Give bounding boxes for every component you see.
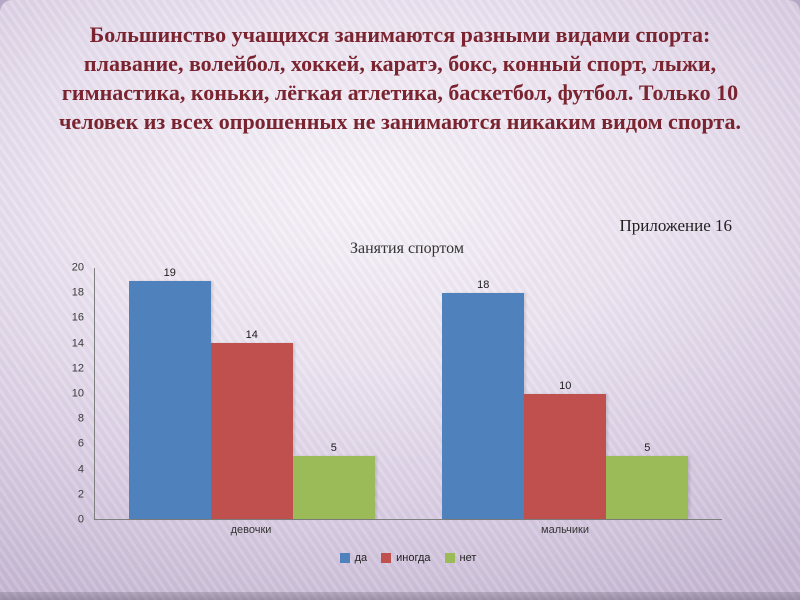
legend-swatch [339,553,350,563]
chart-legend: да иногда нет [94,552,722,564]
y-tick-label: 6 [77,437,84,450]
bar-group-мальчики: 18 10 5 [409,268,723,519]
legend-swatch [381,553,392,563]
y-tick-label: 14 [71,337,84,350]
appendix-label: Приложение 16 [619,216,733,235]
y-axis: 0 2 4 6 8 10 12 14 16 18 20 [62,262,90,525]
bar-rect [524,393,607,519]
chart-title: Занятия спортом [349,240,464,257]
plot-area: 19 14 5 18 10 5 [94,268,722,520]
legend-item-нет: нет [444,552,477,564]
bar-да-мальчики: 18 [442,268,525,519]
y-tick-label: 4 [77,463,84,476]
legend-label: иногда [396,552,431,564]
plot-wrap: 0 2 4 6 8 10 12 14 16 18 20 19 14 5 18 10 5 [72,262,722,525]
bar-иногда-мальчики: 10 [524,268,607,519]
legend-label: нет [459,552,477,564]
y-tick-label: 2 [77,488,84,501]
x-category-label: девочки [230,524,272,536]
bar-value-label: 5 [330,442,337,455]
bar-chart: Занятия спортом 0 2 4 6 8 10 12 14 16 18 20 19 14 5 1… [62,240,722,570]
bar-да-девочки: 19 [128,267,211,519]
bar-group-девочки: 19 14 5 [95,268,409,519]
slide-title: Большинство учащихся занимаются разными … [58,22,742,135]
y-tick-label: 12 [71,362,84,375]
legend-swatch [444,553,455,563]
y-tick-label: 20 [71,261,84,274]
bar-value-label: 5 [644,442,651,455]
bar-value-label: 10 [559,379,572,392]
y-tick-label: 8 [77,412,84,425]
legend-item-иногда: иногда [381,552,431,564]
legend-label: да [354,552,368,564]
bar-rect [606,456,689,519]
bar-rect [442,293,525,519]
y-tick-label: 10 [71,387,84,400]
bar-нет-девочки: 5 [292,268,375,519]
y-tick-label: 16 [71,311,84,324]
y-tick-label: 18 [71,286,84,299]
x-axis-labels: девочки мальчики [94,524,722,536]
bar-rect [292,456,375,519]
x-category-label: мальчики [541,524,589,536]
bar-value-label: 19 [163,267,176,279]
bar-rect [210,343,293,519]
bar-нет-мальчики: 5 [606,268,689,519]
y-tick-label: 0 [77,513,84,526]
bar-иногда-девочки: 14 [210,268,293,519]
legend-item-да: да [339,552,368,564]
bar-value-label: 18 [477,279,490,292]
bar-rect [128,281,211,519]
bar-value-label: 14 [245,329,258,342]
